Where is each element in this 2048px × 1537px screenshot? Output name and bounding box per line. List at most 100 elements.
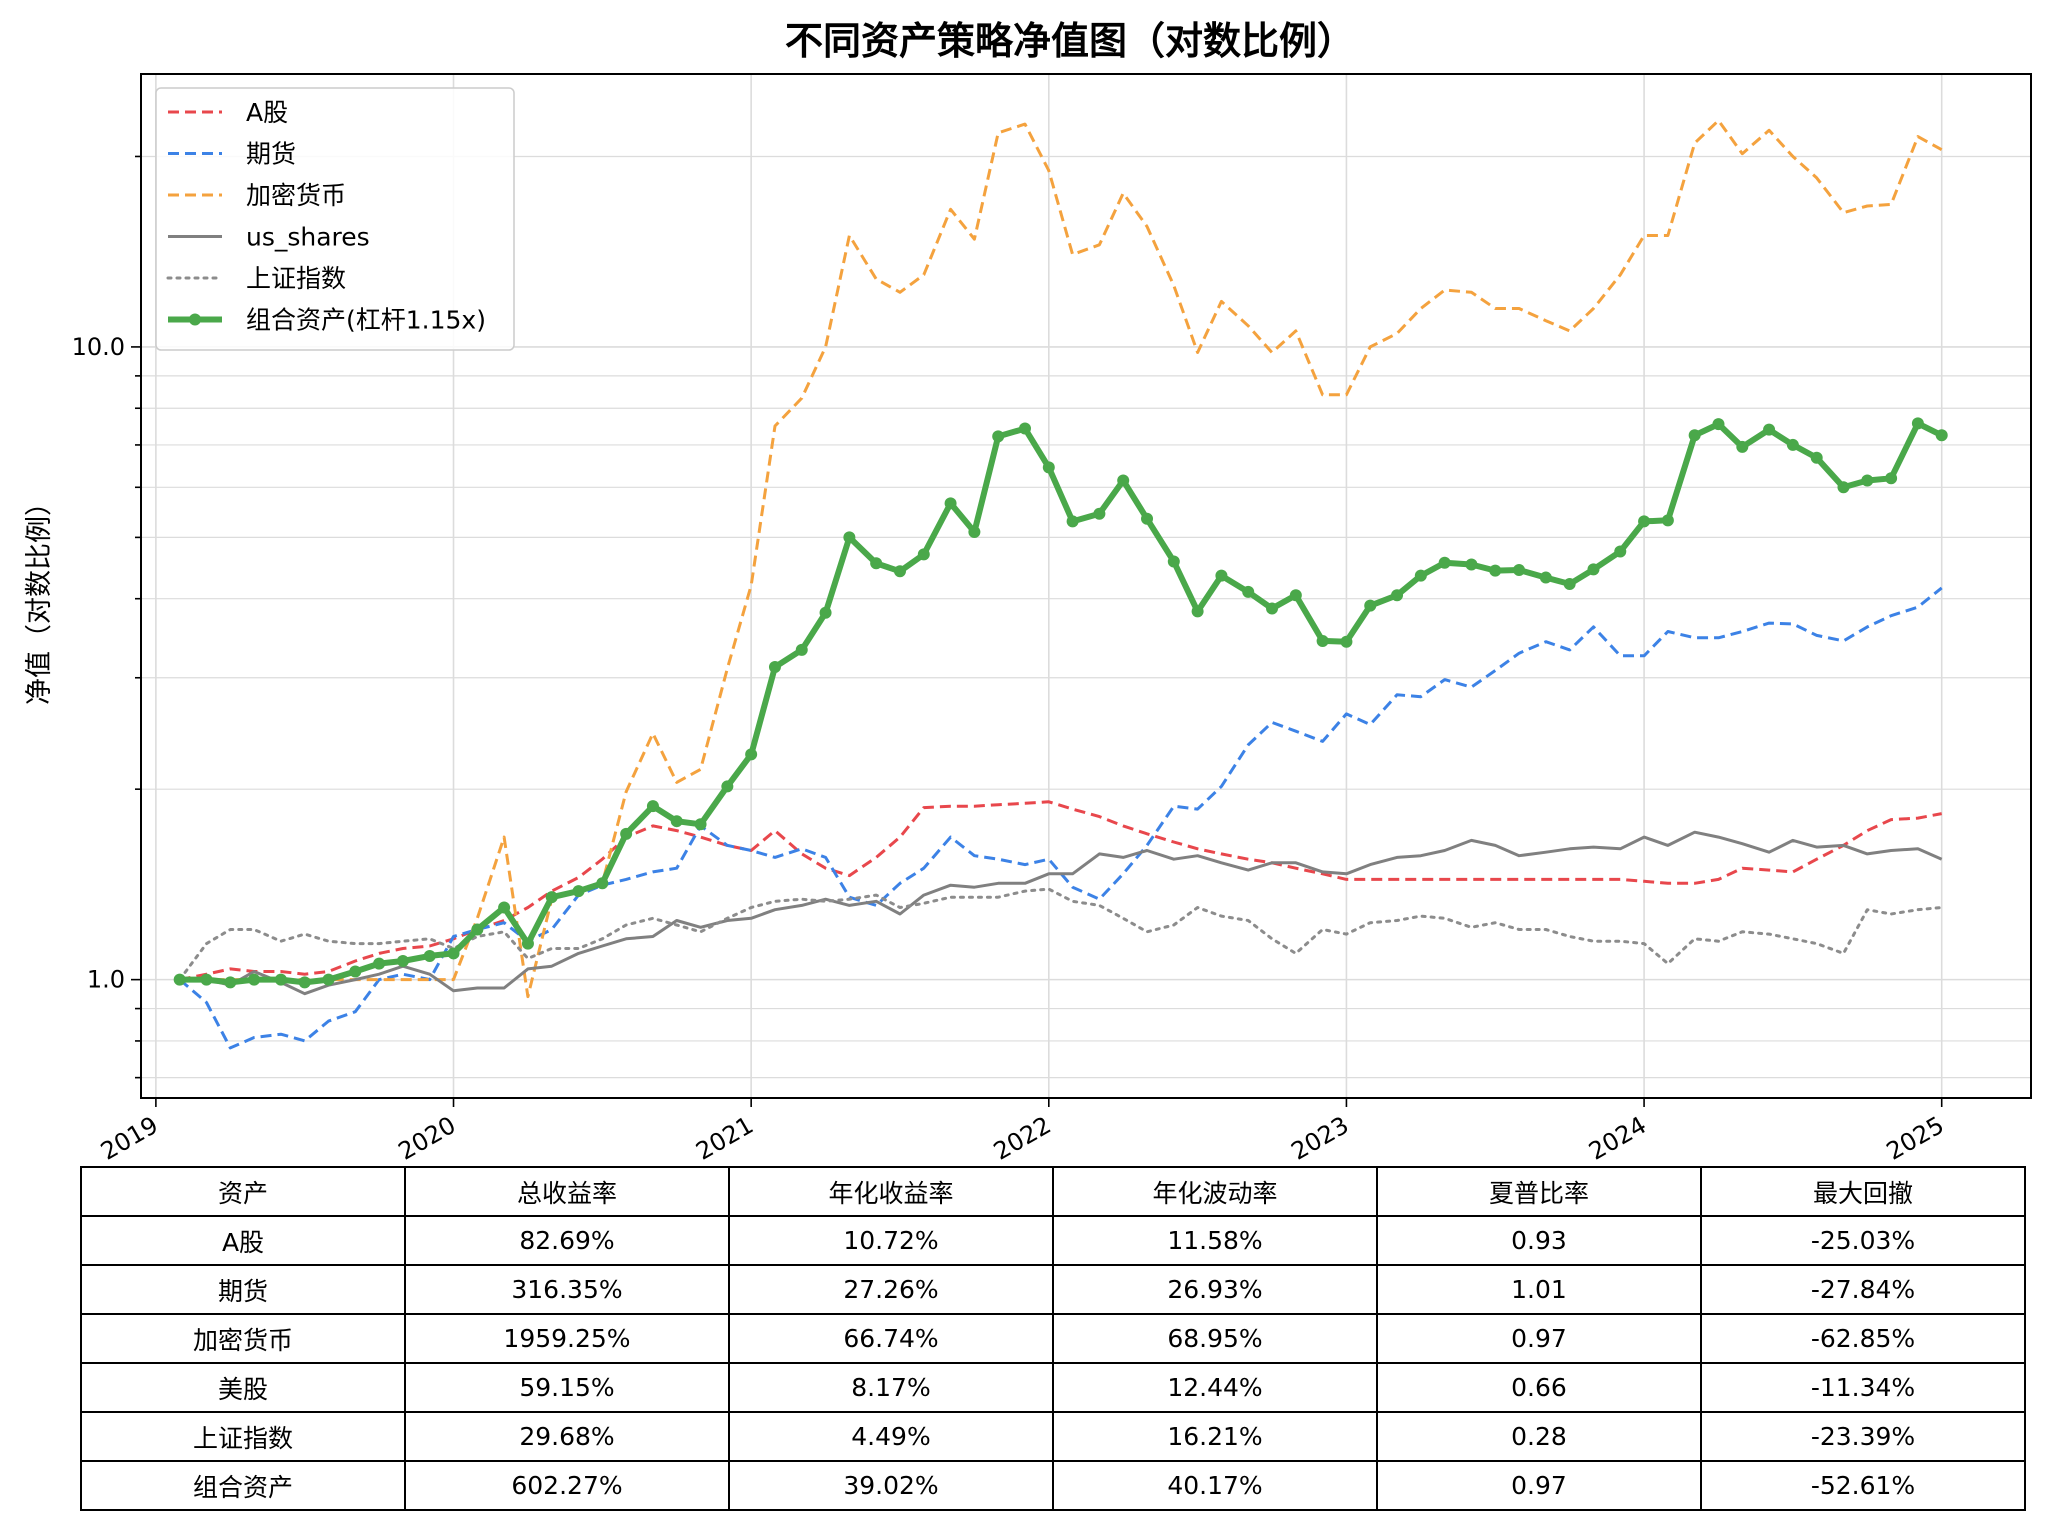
series-point [1364,599,1377,612]
cell-annual-return: 39.02% [728,1460,1054,1511]
series-point [1661,514,1674,527]
plot-frame [140,73,2032,1099]
cell-total-return: 59.15% [404,1362,730,1413]
header-annual-return: 年化收益率 [728,1166,1054,1217]
cell-sharpe: 0.97 [1376,1313,1702,1364]
cell-max-drawdown: -23.39% [1700,1411,2026,1462]
series-point [1167,555,1180,568]
cell-total-return: 316.35% [404,1264,730,1315]
cell-max-drawdown: -11.34% [1700,1362,2026,1413]
series-point [1489,564,1502,577]
cell-asset: A股 [80,1215,406,1266]
series-point [1316,634,1329,647]
series-point [322,973,335,986]
series-point [471,923,484,936]
series-point [1539,571,1552,584]
series-point [1786,438,1799,451]
cell-asset: 期货 [80,1264,406,1315]
cell-annual-return: 27.26% [728,1264,1054,1315]
cell-max-drawdown: -62.85% [1700,1313,2026,1364]
series-point [1414,569,1427,582]
cell-annual-volatility: 11.58% [1052,1215,1378,1266]
series-point [768,660,781,673]
series-point [1018,422,1031,435]
header-total-return: 总收益率 [404,1166,730,1217]
series-point [521,937,534,950]
header-sharpe: 夏普比率 [1376,1166,1702,1217]
series-point [224,976,237,989]
series-point [646,800,659,813]
cell-total-return: 29.68% [404,1411,730,1462]
series-point [745,748,758,761]
table-row: 加密货币 1959.25% 66.74% 68.95% 0.97 -62.85% [80,1313,2026,1364]
performance-table: 资产 总收益率 年化收益率 年化波动率 夏普比率 最大回撤 A股 82.69% … [80,1166,2026,1511]
x-tick-label: 2021 [691,1111,758,1160]
y-tick-label: 1.0 [87,966,125,994]
legend-label: 加密货币 [246,181,346,210]
x-tick-label: 2020 [394,1111,461,1160]
series-point [349,965,362,978]
series-point [248,973,261,986]
x-tick-label: 2023 [1287,1111,1354,1160]
table-row: 组合资产 602.27% 39.02% 40.17% 0.97 -52.61% [80,1460,2026,1511]
series-point [1289,589,1302,602]
cell-asset: 加密货币 [80,1313,406,1364]
series-point [893,565,906,578]
series-point [1513,564,1526,577]
series-point [423,949,436,962]
legend-label: us_shares [246,223,370,252]
series-point [1736,440,1749,453]
series-point [1117,474,1130,487]
series-point [917,548,930,561]
table-row: A股 82.69% 10.72% 11.58% 0.93 -25.03% [80,1215,2026,1266]
series-point [1688,429,1701,442]
x-tick-label: 2019 [96,1111,163,1160]
series-point [1042,461,1055,474]
series-point [396,955,409,968]
series-point [298,976,311,989]
series-point [1763,423,1776,436]
series-line-3 [179,830,1943,996]
series-point [670,815,683,828]
table-header-row: 资产 总收益率 年化收益率 年化波动率 夏普比率 最大回撤 [80,1166,2026,1217]
series-point [1810,451,1823,464]
table-row: 美股 59.15% 8.17% 12.44% 0.66 -11.34% [80,1362,2026,1413]
series-point [173,973,186,986]
header-max-drawdown: 最大回撤 [1700,1166,2026,1217]
legend-label: 期货 [246,140,296,169]
cell-annual-return: 4.49% [728,1411,1054,1462]
series-point [545,891,558,904]
cell-sharpe: 0.97 [1376,1460,1702,1511]
y-axis-label: 净值（对数比例） [24,489,55,705]
series-line-1 [178,586,1943,1050]
series-point [1563,577,1576,590]
series-lines [173,119,1948,1050]
series-line-0 [179,800,1942,982]
series-point [1191,605,1204,618]
series-point [1861,474,1874,487]
series-point [447,947,460,960]
series-line-4 [178,887,1944,982]
cell-asset: 美股 [80,1362,406,1413]
series-point [870,557,883,570]
series-point [1587,563,1600,576]
grid-lines [141,74,2031,1098]
series-point [721,780,734,793]
series-point [1438,556,1451,569]
header-asset: 资产 [80,1166,406,1217]
series-point [1638,515,1651,528]
table-row: 期货 316.35% 27.26% 26.93% 1.01 -27.84% [80,1264,2026,1315]
series-point [843,531,856,544]
series-line-5 [179,420,1944,986]
legend-box [155,87,515,351]
series-point [1066,515,1079,528]
series-point [1911,417,1924,430]
cell-annual-volatility: 40.17% [1052,1460,1378,1511]
series-point [1215,569,1228,582]
cell-sharpe: 0.93 [1376,1215,1702,1266]
cell-total-return: 1959.25% [404,1313,730,1364]
cell-annual-volatility: 12.44% [1052,1362,1378,1413]
x-tick-label: 2025 [1882,1111,1949,1160]
series-point [968,525,981,538]
